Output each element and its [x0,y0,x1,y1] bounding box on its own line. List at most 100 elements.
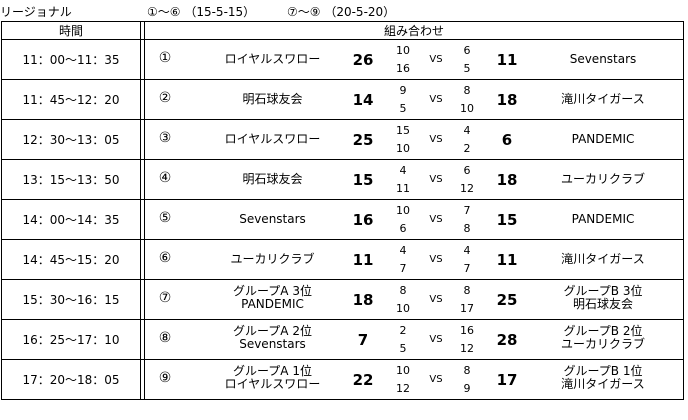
match-number: ⑨ [158,370,172,386]
team-2-set1: 7 [463,204,471,217]
team-2-name-line: 滝川タイガース [561,92,645,106]
vs-label: VS [429,174,443,185]
team-2-set2: 12 [460,182,474,195]
team-1-name-line: ロイヤルスワロー [224,52,321,66]
match-row: 15：30～16：15 ⑦ グループA 3位 PANDEMIC 18 8 10 V… [1,279,684,320]
team-1-name-line: Sevenstars [239,337,306,351]
matchup-cell: ⑧ グループA 2位 Sevenstars 7 2 5 VS 16 12 28 グ… [144,319,684,360]
team-1-set2: 11 [396,182,410,195]
match-number: ① [158,50,172,66]
match-row: 14：00～14：35 ⑤ Sevenstars 16 10 6 VS 7 8 … [1,199,684,240]
vs-label: VS [429,374,443,385]
team-2-name: グループB 3位 明石球友会 [528,285,678,311]
team-1-name-line: ロイヤルスワロー [224,377,321,391]
match-number: ③ [158,130,172,146]
team-1-total: 7 [357,331,369,349]
match-row: 13：15～13：50 ④ 明石球友会 15 4 11 VS 6 12 18 ユ… [1,159,684,200]
match-time: 15：30～16：15 [1,279,141,320]
vs-label: VS [429,334,443,345]
team-2-set2: 10 [460,102,474,115]
vs-label: VS [429,254,443,265]
team-1-total: 26 [352,51,374,69]
team-2-name: グループB 1位 滝川タイガース [528,365,678,391]
team-1-name: Sevenstars [185,213,360,226]
match-number: ② [158,90,172,106]
team-2-total: 25 [496,291,518,309]
team-2-total: 15 [496,211,518,229]
team-1-total: 16 [352,211,374,229]
team-1-total: 18 [352,291,374,309]
team-2-set2: 8 [463,222,471,235]
team-2-set2: 17 [460,302,474,315]
team-1-set2: 5 [399,102,407,115]
team-2-set2: 7 [463,262,471,275]
team-2-set2: 12 [460,342,474,355]
team-2-total: 17 [496,371,518,389]
team-2-set1: 4 [463,244,471,257]
team-1-name: グループA 1位 ロイヤルスワロー [185,365,360,391]
team-1-set1: 10 [396,44,410,57]
vs-label: VS [429,54,443,65]
team-1-total: 14 [352,91,374,109]
match-time: 16：25～17：10 [1,319,141,360]
team-2-set2: 2 [463,142,471,155]
team-2-set1: 8 [463,284,471,297]
match-number: ④ [158,170,172,186]
team-1-set1: 4 [399,164,407,177]
team-2-name-line: グループB 1位 [563,364,643,378]
team-1-name: 明石球友会 [185,173,360,186]
team-2-name: 滝川タイガース [528,253,678,266]
team-1-name: ロイヤルスワロー [185,53,360,66]
team-1-set1: 9 [399,84,407,97]
team-1-total: 15 [352,171,374,189]
match-number: ⑦ [158,290,172,306]
matchup-cell: ④ 明石球友会 15 4 11 VS 6 12 18 ユーカリクラブ [144,159,684,200]
team-1-total: 22 [352,371,374,389]
matchup-cell: ③ ロイヤルスワロー 25 15 10 VS 4 2 6 PANDEMIC [144,119,684,160]
team-1-name: ユーカリクラブ [185,253,360,266]
team-2-name-line: PANDEMIC [571,132,635,146]
team-2-name: Sevenstars [528,53,678,66]
team-2-name: PANDEMIC [528,213,678,226]
set-rule-1: ①～⑥ （15-5-15） [147,5,256,19]
team-1-name-line: ロイヤルスワロー [224,132,321,146]
team-2-set1: 8 [463,364,471,377]
team-1-set1: 8 [399,284,407,297]
team-1-set1: 2 [399,324,407,337]
team-1-name-line: ユーカリクラブ [230,252,315,266]
schedule-table: 時間 組み合わせ 11：00～11：35 ① ロイヤルスワロー 26 10 16… [1,21,684,400]
match-row: 17：20～18：05 ⑨ グループA 1位 ロイヤルスワロー 22 10 12 … [1,359,684,400]
matchup-cell: ⑥ ユーカリクラブ 11 4 7 VS 4 7 11 滝川タイガース [144,239,684,280]
category-label: リージョナル [0,5,72,19]
team-1-set2: 10 [396,302,410,315]
match-time: 13：15～13：50 [1,159,141,200]
team-1-name-line: Sevenstars [239,212,306,226]
team-1-set2: 10 [396,142,410,155]
page-header: リージョナル ①～⑥ （15-5-15） ⑦～⑨ （20-5-20） [0,0,688,19]
matchup-column-header: 組み合わせ [144,21,684,40]
team-1-name: 明石球友会 [185,93,360,106]
match-time: 14：45～15：20 [1,239,141,280]
team-1-name-line: グループA 2位 [233,324,312,338]
team-2-name-line: PANDEMIC [571,212,635,226]
set-rule-2: ⑦～⑨ （20-5-20） [287,5,396,19]
team-2-name: PANDEMIC [528,133,678,146]
match-number: ⑤ [158,210,172,226]
team-1-name-line: グループA 3位 [233,284,312,298]
team-1-name-line: 明石球友会 [242,92,303,106]
team-1-name: グループA 3位 PANDEMIC [185,285,360,311]
matchup-cell: ① ロイヤルスワロー 26 10 16 VS 6 5 11 Sevenstars [144,39,684,80]
team-2-name: グループB 2位 ユーカリクラブ [528,325,678,351]
match-time: 17：20～18：05 [1,359,141,400]
team-2-set1: 6 [463,164,471,177]
team-2-name-line: ユーカリクラブ [560,337,645,351]
team-2-total: 28 [496,331,518,349]
vs-label: VS [429,214,443,225]
team-1-name: ロイヤルスワロー [185,133,360,146]
team-2-name-line: 滝川タイガース [561,377,645,391]
team-2-name-line: グループB 3位 [563,284,643,298]
team-1-name-line: 明石球友会 [242,172,303,186]
team-1-set1: 10 [396,364,410,377]
match-row: 11：00～11：35 ① ロイヤルスワロー 26 10 16 VS 6 5 1… [1,39,684,80]
match-time: 14：00～14：35 [1,199,141,240]
